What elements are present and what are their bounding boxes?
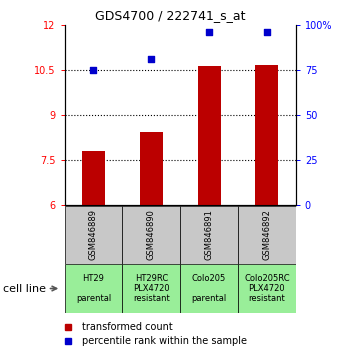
Text: GSM846892: GSM846892 xyxy=(262,210,271,260)
Bar xyxy=(122,206,180,264)
Point xyxy=(264,29,270,35)
Text: cell line: cell line xyxy=(3,284,46,293)
Text: percentile rank within the sample: percentile rank within the sample xyxy=(82,336,246,346)
Point xyxy=(206,29,212,35)
Point xyxy=(91,67,96,73)
Text: transformed count: transformed count xyxy=(82,322,172,332)
Text: GSM846889: GSM846889 xyxy=(89,209,98,261)
Bar xyxy=(238,206,296,264)
Bar xyxy=(180,264,238,313)
Text: GDS4700 / 222741_s_at: GDS4700 / 222741_s_at xyxy=(95,9,245,22)
Bar xyxy=(140,132,163,205)
Text: HT29

parental: HT29 parental xyxy=(76,274,111,303)
Point xyxy=(149,56,154,62)
Text: HT29RC
PLX4720
resistant: HT29RC PLX4720 resistant xyxy=(133,274,170,303)
Text: Colo205RC
PLX4720
resistant: Colo205RC PLX4720 resistant xyxy=(244,274,290,303)
Text: GSM846890: GSM846890 xyxy=(147,210,156,260)
Bar xyxy=(180,206,238,264)
Bar xyxy=(255,65,278,205)
Bar xyxy=(122,264,180,313)
Text: GSM846891: GSM846891 xyxy=(205,210,214,260)
Bar xyxy=(82,151,105,205)
Text: Colo205

parental: Colo205 parental xyxy=(191,274,227,303)
Bar xyxy=(198,66,221,205)
Bar xyxy=(65,264,122,313)
Bar xyxy=(238,264,296,313)
Bar xyxy=(65,206,122,264)
